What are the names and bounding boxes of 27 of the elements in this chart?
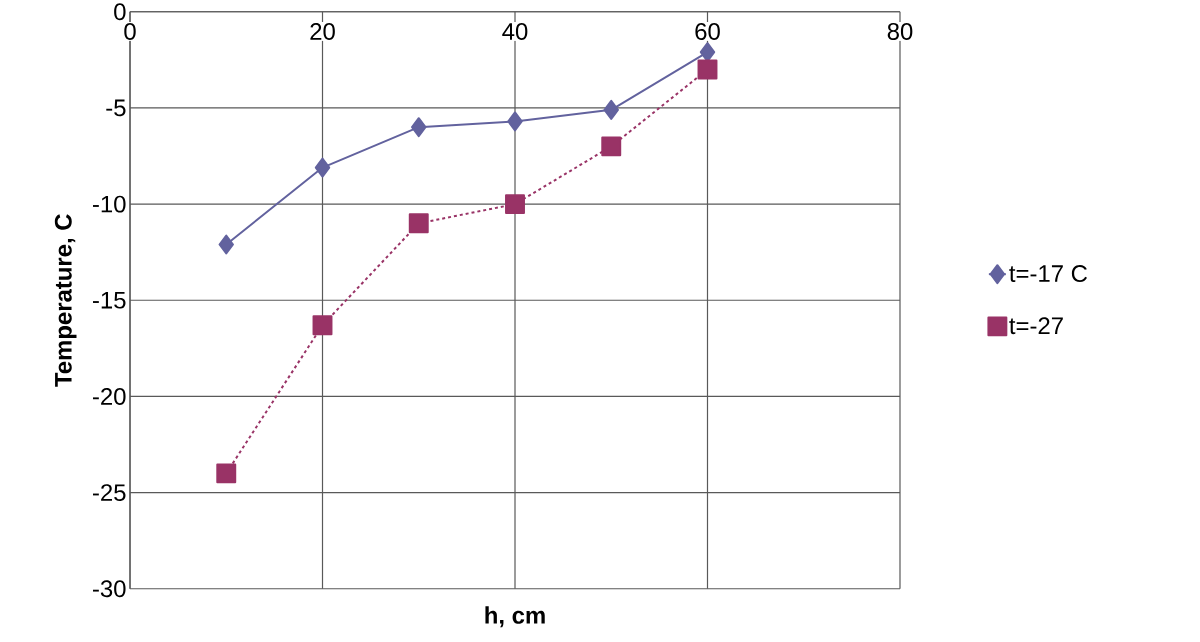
x-tick-label: 40 xyxy=(502,23,528,41)
point xyxy=(699,42,716,63)
point xyxy=(314,157,331,178)
x-tick-label: 80 xyxy=(887,23,913,41)
point xyxy=(218,234,234,255)
y-tick-label: -10 xyxy=(93,195,126,213)
point xyxy=(312,315,333,336)
legend-label: t=-17 C xyxy=(1009,265,1088,283)
legend-label: t=-27 xyxy=(1009,317,1063,335)
y-tick-label: 0 xyxy=(114,3,126,21)
y-tick-label: -15 xyxy=(93,292,126,309)
point xyxy=(411,117,427,138)
x-axis-title: h, cm xyxy=(485,606,545,628)
x-tick-label: 60 xyxy=(695,23,720,41)
point xyxy=(507,111,523,132)
y-tick-label: -25 xyxy=(93,484,126,502)
point xyxy=(697,59,718,80)
y-tick-label: -5 xyxy=(106,99,126,117)
point xyxy=(505,194,525,215)
point xyxy=(601,136,622,157)
x-tick-label: 20 xyxy=(310,23,335,41)
point xyxy=(216,463,237,484)
y-tick-label: -30 xyxy=(93,580,126,598)
y-tick-label: -20 xyxy=(93,388,126,406)
y-axis-title: Temperature, C xyxy=(54,214,77,387)
point xyxy=(408,213,429,234)
point xyxy=(603,100,619,120)
